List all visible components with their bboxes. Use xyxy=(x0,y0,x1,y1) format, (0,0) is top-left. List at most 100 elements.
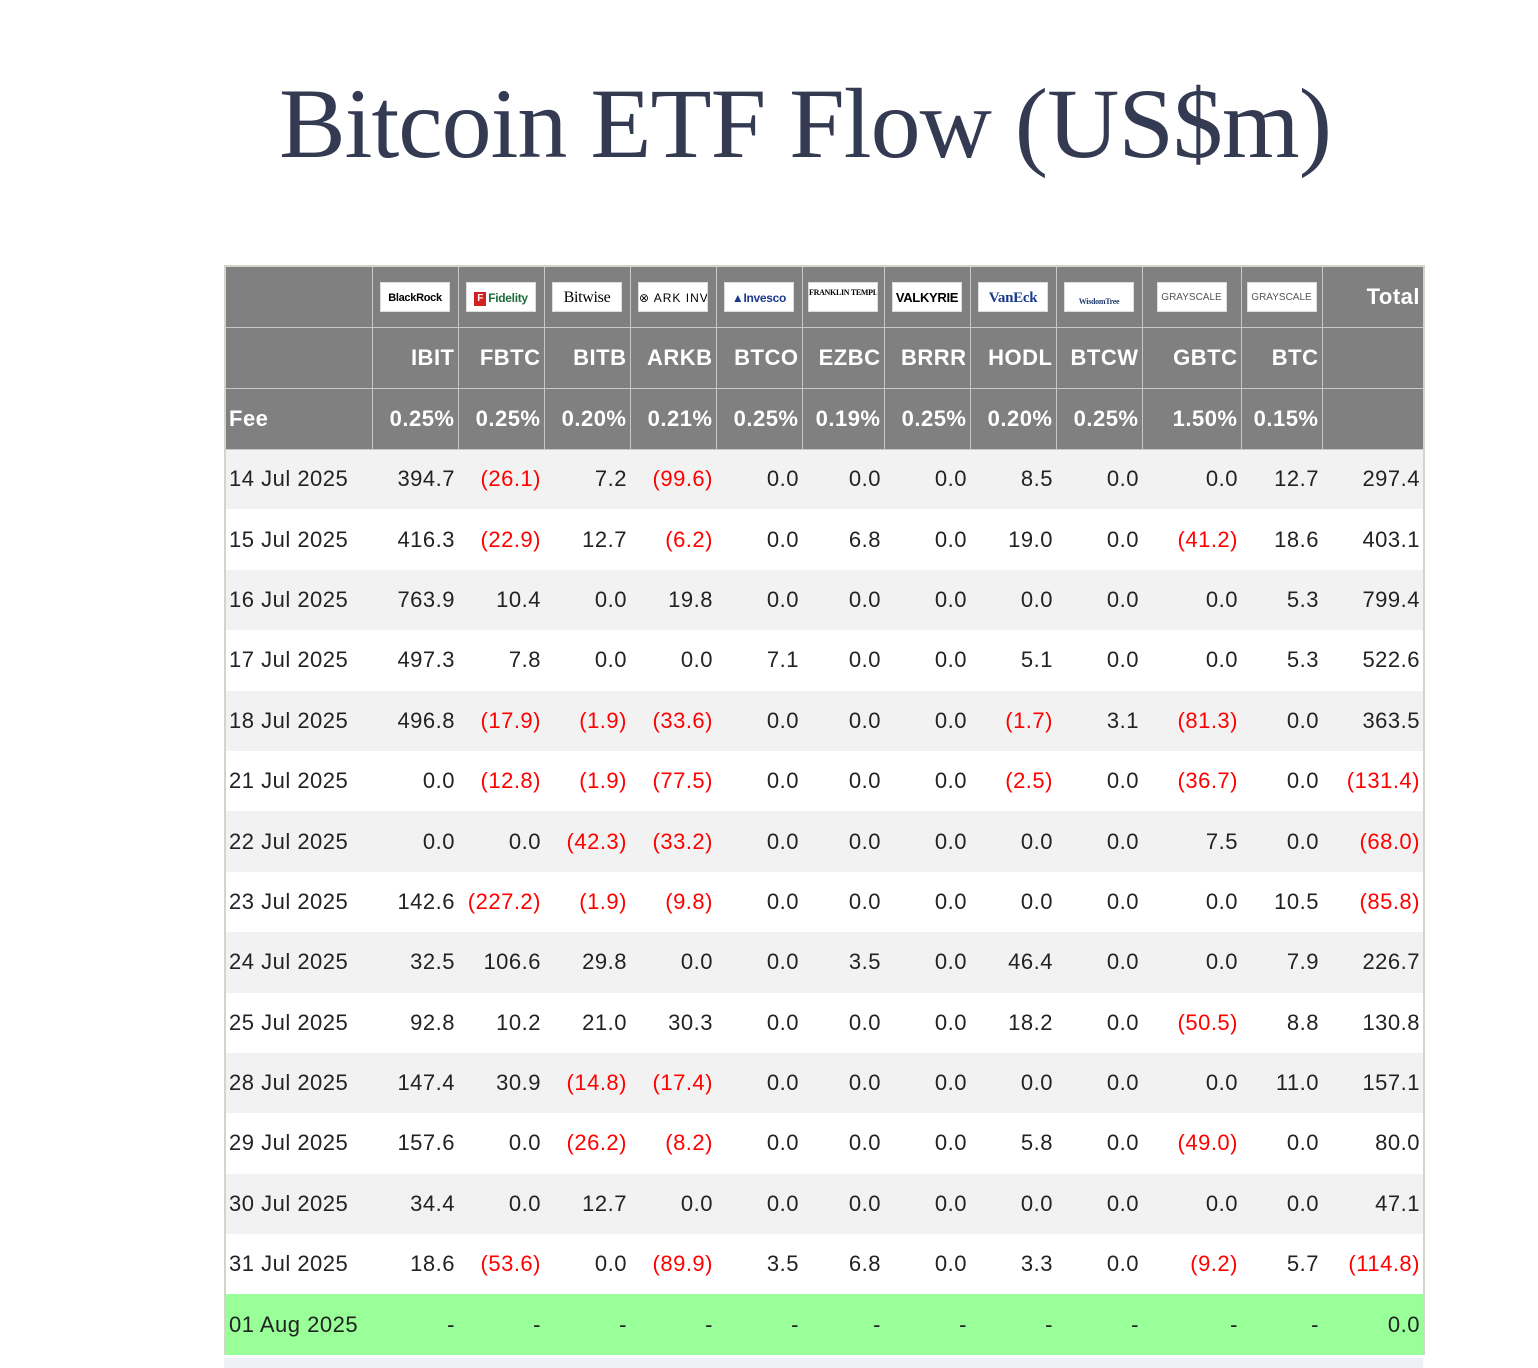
flow-cell-ezbc: 0.0 xyxy=(802,1113,884,1174)
row-date: 24 Jul 2025 xyxy=(225,932,372,993)
flow-cell-bitb: 21.0 xyxy=(544,992,630,1053)
flow-cell-brrr: 0.0 xyxy=(884,1113,970,1174)
flow-cell-btc: 5.3 xyxy=(1241,569,1322,631)
flow-cell-hodl: (2.5) xyxy=(970,750,1056,812)
flow-cell-gbtc: 0.0 xyxy=(1142,630,1241,691)
fee-brrr: 0.25% xyxy=(884,388,971,450)
flow-cell-btco: 0.0 xyxy=(716,871,802,933)
fee-ibit: 0.25% xyxy=(372,388,459,450)
issuer-logo-vaneck: VanEck xyxy=(970,266,1057,328)
corner-cell xyxy=(225,266,373,328)
flow-cell-btcw: 0.0 xyxy=(1056,992,1142,1053)
flow-cell-btcw: 0.0 xyxy=(1056,1173,1142,1235)
flow-cell-fbtc: 30.9 xyxy=(458,1052,544,1114)
flow-cell-ibit: 763.9 xyxy=(372,569,458,631)
flow-cell-bitb: (1.9) xyxy=(544,871,630,933)
ticker-bitb: BITB xyxy=(544,327,631,389)
issuer-logo-valkyrie: VALKYRIE xyxy=(884,266,971,328)
flow-cell-arkb: (17.4) xyxy=(630,1052,716,1114)
flow-cell-btc: 8.8 xyxy=(1241,992,1322,1053)
table-row: 25 Jul 2025 92.8 10.2 21.0 30.3 0.0 0.0 0.0 18.2… xyxy=(225,992,1424,1053)
ticker-gbtc: GBTC xyxy=(1142,327,1242,389)
flow-cell-ibit: 157.6 xyxy=(372,1113,458,1174)
flow-cell-ezbc: 0.0 xyxy=(802,690,884,751)
fee-hodl: 0.20% xyxy=(970,388,1057,450)
issuer-logo-bitwise: Bitwise xyxy=(544,266,631,328)
flow-cell-fbtc: - xyxy=(458,1294,544,1356)
table-row: 16 Jul 2025 763.9 10.4 0.0 19.8 0.0 0.0 0.0 0.0 0… xyxy=(225,569,1424,631)
flow-cell-fbtc: 0.0 xyxy=(458,811,544,872)
row-total: 0.0 xyxy=(1322,1294,1424,1356)
flow-cell-btco: 0.0 xyxy=(716,569,802,631)
table-row: 31 Jul 2025 18.6 (53.6) 0.0 (89.9) 3.5 6.8 0.0 3… xyxy=(225,1234,1424,1295)
flow-cell-bitb: 12.7 xyxy=(544,1173,630,1235)
flow-cell-gbtc: 0.0 xyxy=(1142,449,1241,510)
flow-cell-btco: 7.1 xyxy=(716,630,802,691)
flow-cell-fbtc: (227.2) xyxy=(458,871,544,933)
flow-cell-gbtc: (49.0) xyxy=(1142,1113,1241,1174)
flow-cell-btco: 0.0 xyxy=(716,1052,802,1114)
flow-cell-bitb: 29.8 xyxy=(544,932,630,993)
ticker-arkb: ARKB xyxy=(630,327,717,389)
flow-cell-bitb: 0.0 xyxy=(544,569,630,631)
flow-cell-btc: 18.6 xyxy=(1241,509,1322,570)
flow-cell-bitb: 12.7 xyxy=(544,509,630,570)
flow-cell-btc: 0.0 xyxy=(1241,690,1322,751)
flow-cell-gbtc: 0.0 xyxy=(1142,1173,1241,1235)
flow-cell-fbtc: 106.6 xyxy=(458,932,544,993)
flow-cell-arkb: (9.8) xyxy=(630,871,716,933)
row-date: 29 Jul 2025 xyxy=(225,1113,372,1174)
flow-cell-ezbc: 6.8 xyxy=(802,1234,884,1295)
flow-cell-btc: 5.3 xyxy=(1241,630,1322,691)
fee-ezbc: 0.19% xyxy=(802,388,885,450)
flow-cell-hodl: 0.0 xyxy=(970,1052,1056,1114)
flow-cell-ezbc: 0.0 xyxy=(802,871,884,933)
row-total: 157.1 xyxy=(1322,1052,1424,1114)
fidelity-logo-icon: F xyxy=(474,291,487,306)
fee-btco: 0.25% xyxy=(716,388,803,450)
flow-cell-fbtc: (53.6) xyxy=(458,1234,544,1295)
row-total: (68.0) xyxy=(1322,811,1424,872)
flow-cell-brrr: 0.0 xyxy=(884,630,970,691)
flow-cell-fbtc: (22.9) xyxy=(458,509,544,570)
flow-cell-arkb: (89.9) xyxy=(630,1234,716,1295)
ark-logo-icon: ⊗ xyxy=(639,290,654,305)
flow-cell-hodl: 0.0 xyxy=(970,871,1056,933)
flow-cell-ibit: 394.7 xyxy=(372,449,458,510)
row-total: 363.5 xyxy=(1322,690,1424,751)
flow-cell-btco: 0.0 xyxy=(716,932,802,993)
flow-cell-btco: 0.0 xyxy=(716,811,802,872)
flow-cell-ezbc: 0.0 xyxy=(802,569,884,631)
ticker-ibit: IBIT xyxy=(372,327,459,389)
flow-cell-btco: 0.0 xyxy=(716,992,802,1053)
flow-cell-ezbc: 0.0 xyxy=(802,750,884,812)
ticker-total-cell xyxy=(1322,327,1424,389)
table-row: 22 Jul 2025 0.0 0.0 (42.3) (33.2) 0.0 0.0 0.0 0.… xyxy=(225,811,1424,872)
table-row: 24 Jul 2025 32.5 106.6 29.8 0.0 0.0 3.5 0.0 46.4… xyxy=(225,932,1424,993)
flow-cell-btcw: 0.0 xyxy=(1056,1113,1142,1174)
flow-cell-gbtc: - xyxy=(1142,1294,1241,1356)
flow-cell-ezbc: 0.0 xyxy=(802,1173,884,1235)
flow-cell-ezbc: 0.0 xyxy=(802,992,884,1053)
flow-cell-fbtc: 0.0 xyxy=(458,1113,544,1174)
flow-cell-ibit: - xyxy=(372,1294,458,1356)
flow-cell-ezbc: 0.0 xyxy=(802,811,884,872)
next-row-strip xyxy=(224,1358,1423,1368)
flow-cell-btco: 3.5 xyxy=(716,1234,802,1295)
flow-cell-hodl: 46.4 xyxy=(970,932,1056,993)
flow-cell-btc: 0.0 xyxy=(1241,1113,1322,1174)
issuer-logo-invesco: ▲Invesco xyxy=(716,266,803,328)
flow-cell-ibit: 496.8 xyxy=(372,690,458,751)
flow-cell-arkb: 0.0 xyxy=(630,932,716,993)
flow-cell-btcw: 0.0 xyxy=(1056,871,1142,933)
flow-cell-hodl: 18.2 xyxy=(970,992,1056,1053)
row-total: (114.8) xyxy=(1322,1234,1424,1295)
issuer-logo-grayscale-btc: GRAYSCALE xyxy=(1241,266,1323,328)
row-date: 31 Jul 2025 xyxy=(225,1234,372,1295)
flow-cell-hodl: 8.5 xyxy=(970,449,1056,510)
flow-cell-brrr: 0.0 xyxy=(884,690,970,751)
fee-label: Fee xyxy=(225,388,373,450)
flow-cell-btc: - xyxy=(1241,1294,1322,1356)
flow-cell-gbtc: (9.2) xyxy=(1142,1234,1241,1295)
flow-cell-arkb: (99.6) xyxy=(630,449,716,510)
